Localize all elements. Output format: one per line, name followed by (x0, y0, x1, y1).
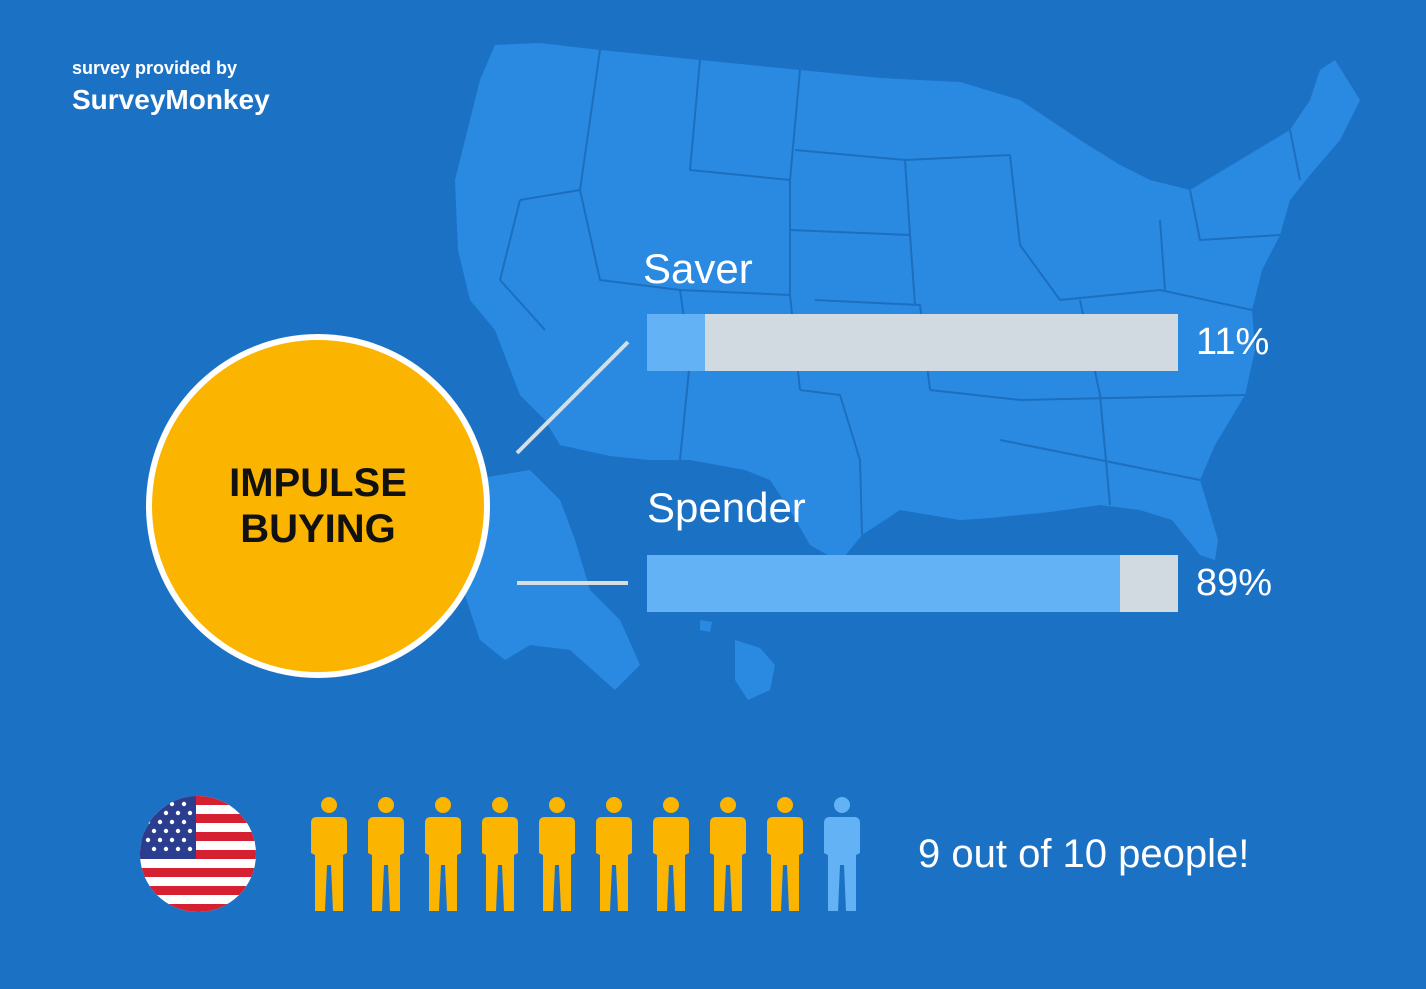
spender-value: 89% (1196, 562, 1273, 604)
person-icon (824, 797, 860, 911)
pictogram-caption: 9 out of 10 people! (918, 832, 1250, 876)
credit-brand: SurveyMonkey (72, 84, 270, 115)
person-icon (767, 797, 803, 911)
saver-connector (515, 340, 630, 455)
topic-circle: IMPULSE BUYING (146, 334, 490, 678)
spender-label: Spender (647, 484, 806, 531)
topic-line-2: BUYING (240, 507, 396, 551)
people-pictogram (311, 797, 860, 911)
person-icon (368, 797, 404, 911)
person-icon (425, 797, 461, 911)
us-flag-icon (140, 796, 256, 912)
spender-bar-track (647, 555, 1178, 612)
credit-prefix: survey provided by (72, 58, 238, 78)
person-icon (653, 797, 689, 911)
topic-line-1: IMPULSE (229, 461, 407, 505)
saver-bar-fill (647, 314, 706, 371)
person-icon (539, 797, 575, 911)
saver-label: Saver (643, 245, 753, 292)
saver-value: 11% (1196, 321, 1270, 363)
person-icon (710, 797, 746, 911)
person-icon (596, 797, 632, 911)
spender-bar-fill (647, 555, 1120, 612)
person-icon (482, 797, 518, 911)
saver-bar-track (647, 314, 1178, 371)
person-icon (311, 797, 347, 911)
